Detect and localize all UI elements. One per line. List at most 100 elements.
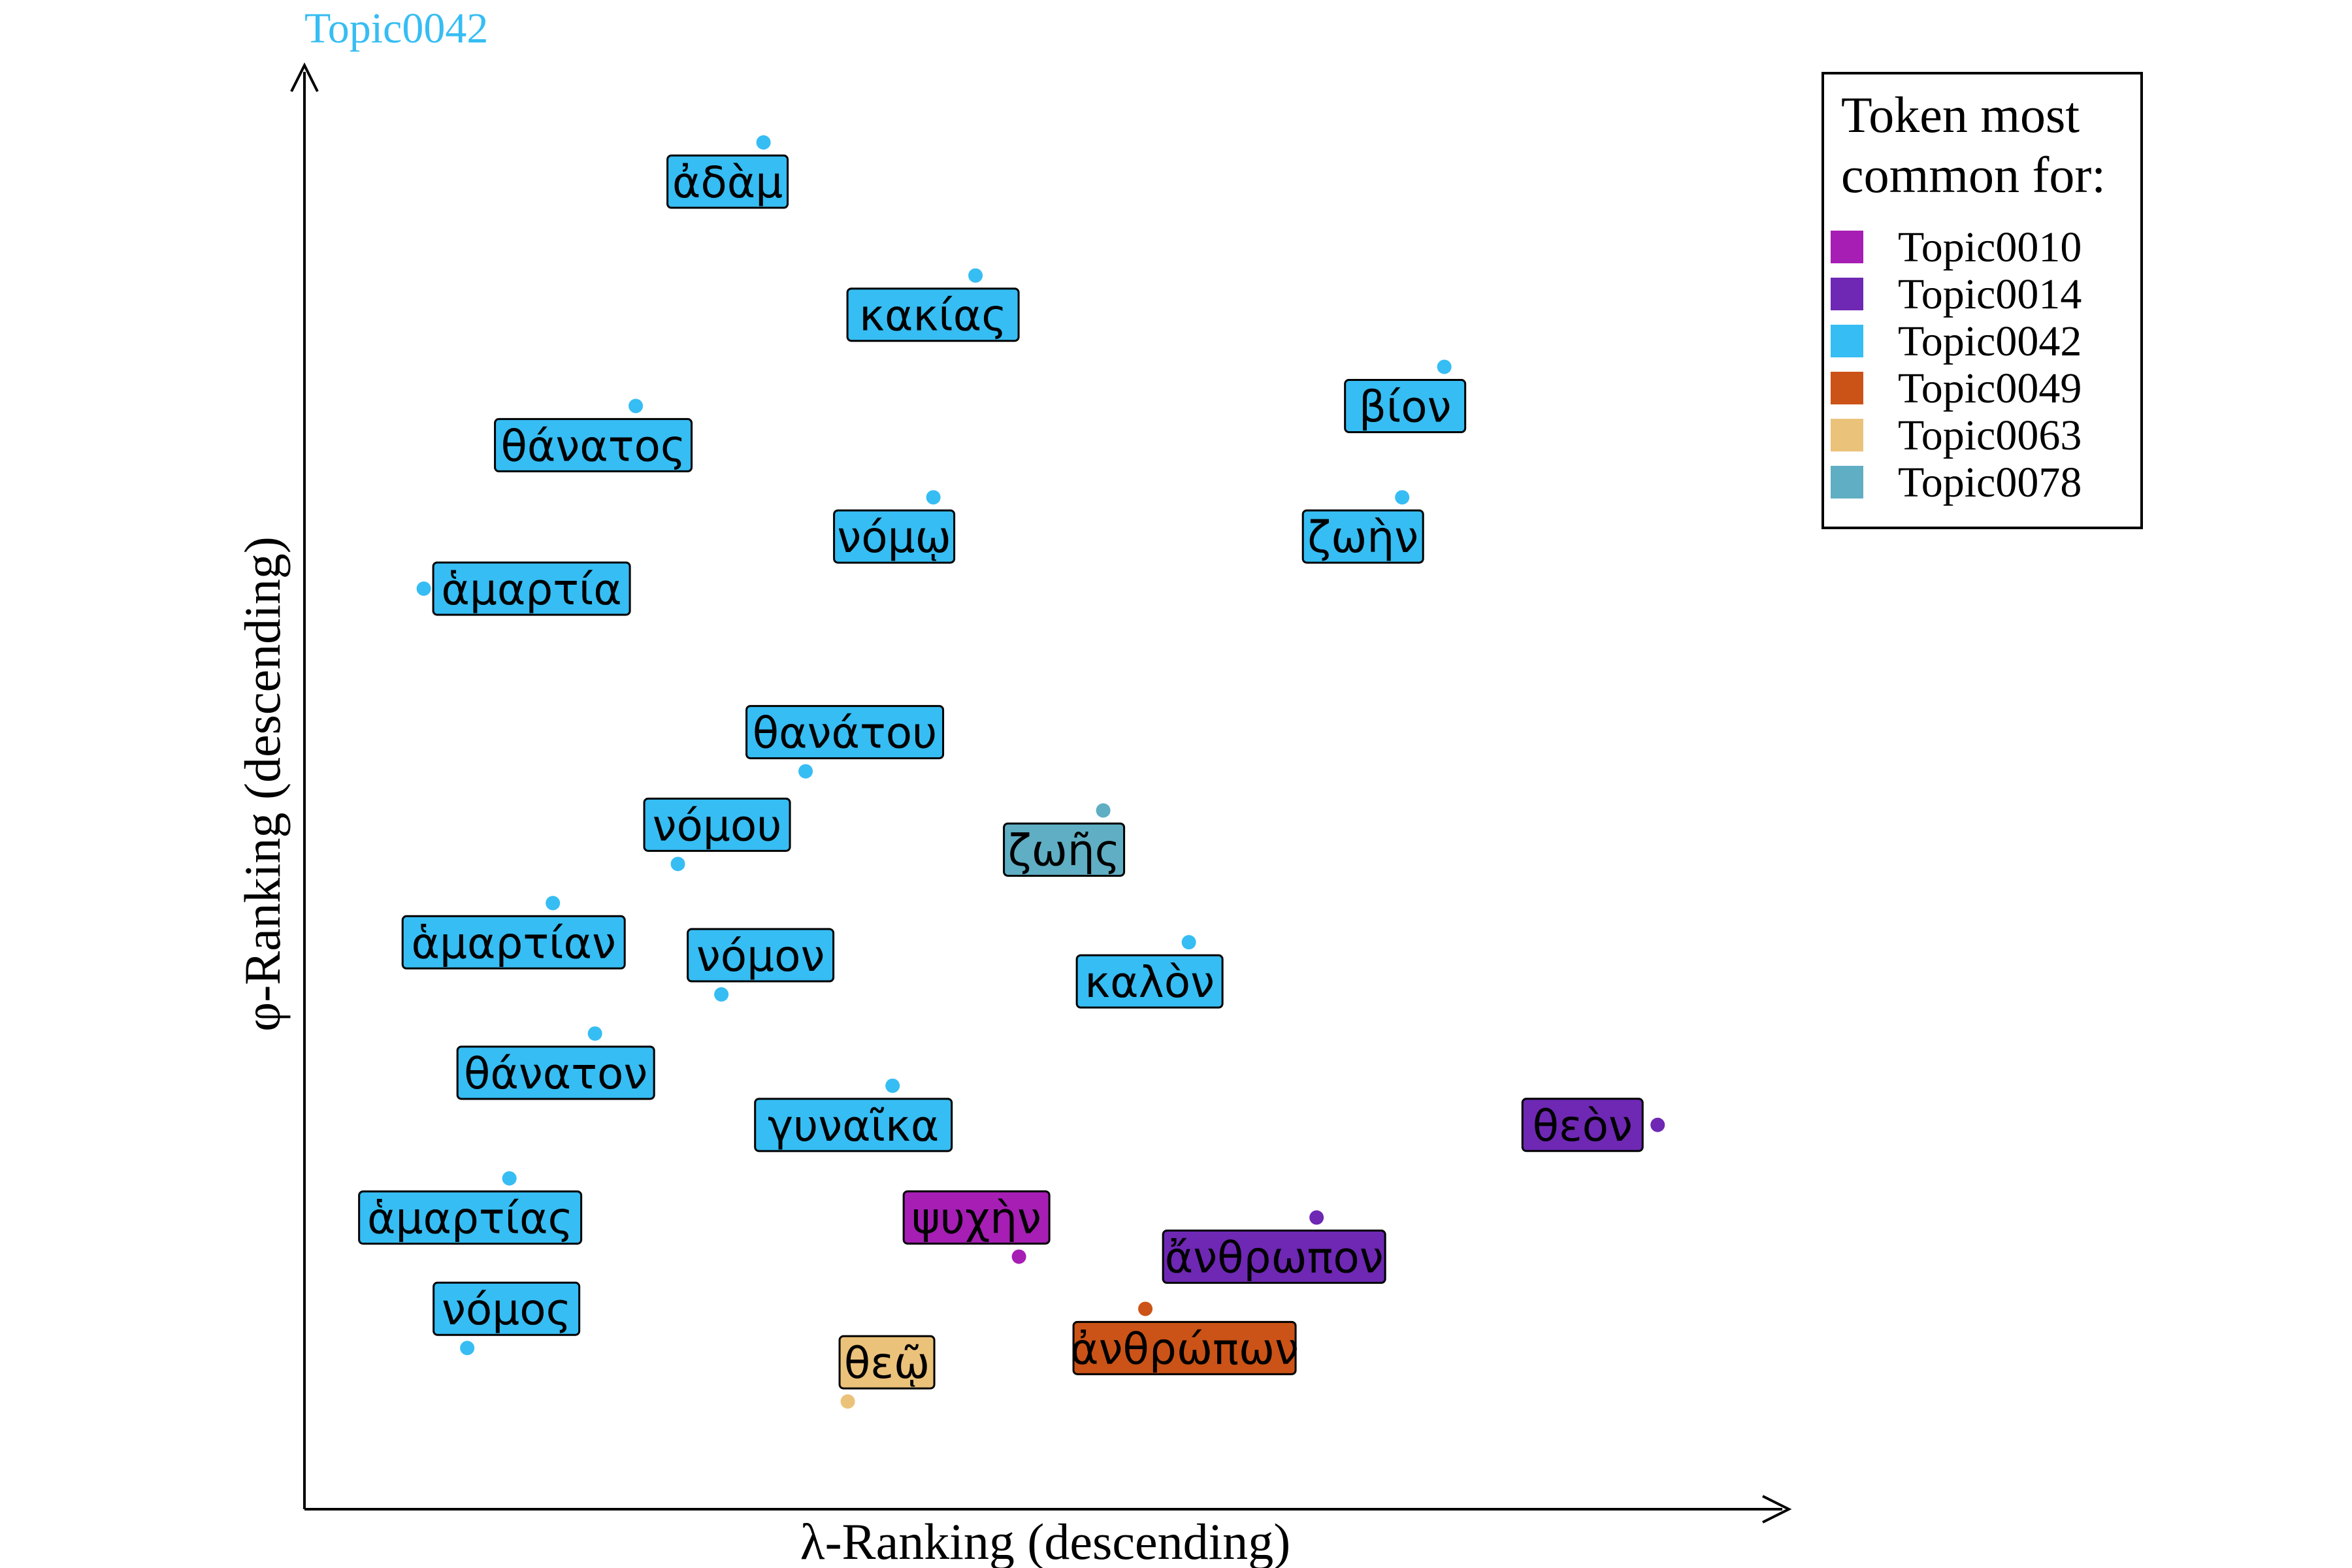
data-label-box [1301, 509, 1424, 564]
data-label: ἀδὰμ [672, 157, 783, 208]
data-label-box [401, 915, 626, 970]
data-point-marker [756, 135, 771, 150]
data-label: κακίας [859, 291, 1007, 341]
data-point: ζωὴν [1301, 490, 1424, 564]
data-point-marker [670, 857, 685, 872]
data-point-marker [1011, 1249, 1026, 1264]
data-point-marker [885, 1078, 900, 1093]
data-label: ἁμαρτία [441, 564, 621, 615]
y-axis [290, 62, 319, 1509]
data-label: βίον [1359, 382, 1452, 432]
legend-frame [1821, 72, 2143, 529]
data-label-box [1344, 378, 1467, 433]
data-point: ἀνθρώπων [1070, 1301, 1299, 1375]
legend-title-line-2: common for: [1841, 146, 2106, 203]
data-point: θάνατος [494, 399, 693, 472]
data-label: θάνατος [501, 421, 686, 471]
legend-swatch [1831, 466, 1863, 498]
legend-swatch [1831, 419, 1863, 451]
data-point: ἁμαρτίαν [401, 896, 626, 970]
data-point: κακίας [846, 268, 1020, 342]
data-label-box [358, 1190, 583, 1245]
legend-swatch [1831, 231, 1863, 263]
legend-swatch [1831, 278, 1863, 310]
legend-swatch [1831, 325, 1863, 357]
data-label-box [838, 1335, 936, 1390]
data-label-box [833, 509, 956, 564]
data-point: ζωῆς [1003, 803, 1126, 877]
legend-label: Topic0078 [1898, 459, 2082, 506]
data-point-marker [1650, 1117, 1665, 1132]
x-axis-label: λ-Ranking (descending) [800, 1513, 1290, 1568]
data-label: ψυχὴν [911, 1193, 1041, 1243]
chart-title: Topic0042 [304, 5, 488, 52]
data-label: νόμου [653, 800, 782, 851]
data-label: νόμῳ [837, 512, 951, 563]
data-label: θανάτου [753, 708, 938, 759]
data-point: ἄνθρωπον [1162, 1210, 1386, 1284]
legend-label: Topic0014 [1898, 270, 2082, 318]
data-label-box [687, 928, 835, 983]
legend-swatch [1831, 372, 1863, 404]
data-label-box [1003, 822, 1126, 877]
data-label: θάνατον [464, 1049, 647, 1099]
data-point: ἁμαρτίας [358, 1171, 583, 1245]
data-point-marker [968, 268, 983, 283]
data-label: ζωὴν [1307, 512, 1418, 563]
data-point: καλὸν [1075, 935, 1224, 1009]
data-label: ἁμαρτίας [367, 1194, 573, 1244]
data-label-box [754, 1098, 953, 1152]
data-point-marker [1309, 1210, 1324, 1225]
legend-label: Topic0063 [1898, 412, 2082, 459]
data-label-box [1162, 1230, 1386, 1284]
legend-label: Topic0049 [1898, 365, 2082, 412]
y-axis-label: φ-Ranking (descending) [234, 536, 291, 1032]
data-label-box [902, 1190, 1051, 1245]
data-point-marker [416, 581, 431, 596]
data-point: νόμῳ [833, 490, 956, 564]
data-point: γυναῖκα [754, 1078, 953, 1152]
data-point: θεῷ [838, 1335, 936, 1409]
data-point: θανάτου [745, 705, 945, 779]
x-axis [304, 1495, 1792, 1524]
data-point: νόμον [687, 928, 835, 1002]
data-point-marker [587, 1026, 602, 1041]
data-label-box [745, 705, 945, 760]
data-label: νόμος [442, 1284, 571, 1335]
data-label: ἁμαρτίαν [412, 918, 616, 968]
data-point-marker [840, 1394, 855, 1409]
data-point-marker [460, 1341, 475, 1356]
data-point: ψυχὴν [902, 1190, 1051, 1264]
legend-title-line-1: Token most [1841, 86, 2080, 143]
data-label: καλὸν [1085, 957, 1215, 1007]
data-point-marker [502, 1171, 517, 1186]
legend-label: Topic0010 [1898, 223, 2082, 271]
data-point: νόμου [643, 797, 791, 872]
data-label: θεὸν [1533, 1101, 1633, 1151]
data-label: ἀνθρώπων [1070, 1324, 1299, 1374]
data-label: γυναῖκα [768, 1101, 939, 1151]
data-label-box [456, 1045, 655, 1100]
data-label-box [494, 417, 693, 472]
data-point-marker [926, 490, 941, 505]
data-label-box [432, 561, 631, 616]
data-label-box [1072, 1320, 1297, 1375]
data-point-marker [1096, 803, 1111, 818]
data-point: νόμος [433, 1281, 581, 1356]
data-point: βίον [1344, 359, 1467, 433]
data-label-box [846, 287, 1020, 342]
legend: Token most common for: Topic0010Topic001… [1821, 72, 2143, 529]
data-label-box [666, 154, 789, 209]
legend-label: Topic0042 [1898, 318, 2082, 365]
data-label-box [643, 797, 791, 852]
data-label: ἄνθρωπον [1165, 1233, 1384, 1283]
data-point-marker [546, 896, 561, 911]
data-label: θεῷ [844, 1338, 930, 1388]
data-point: θεὸν [1521, 1098, 1665, 1152]
data-point-marker [1181, 935, 1196, 950]
data-point-marker [798, 764, 813, 779]
data-label-box [1521, 1098, 1644, 1152]
data-label: ζωῆς [1008, 825, 1120, 875]
data-point: ἁμαρτία [416, 561, 631, 616]
